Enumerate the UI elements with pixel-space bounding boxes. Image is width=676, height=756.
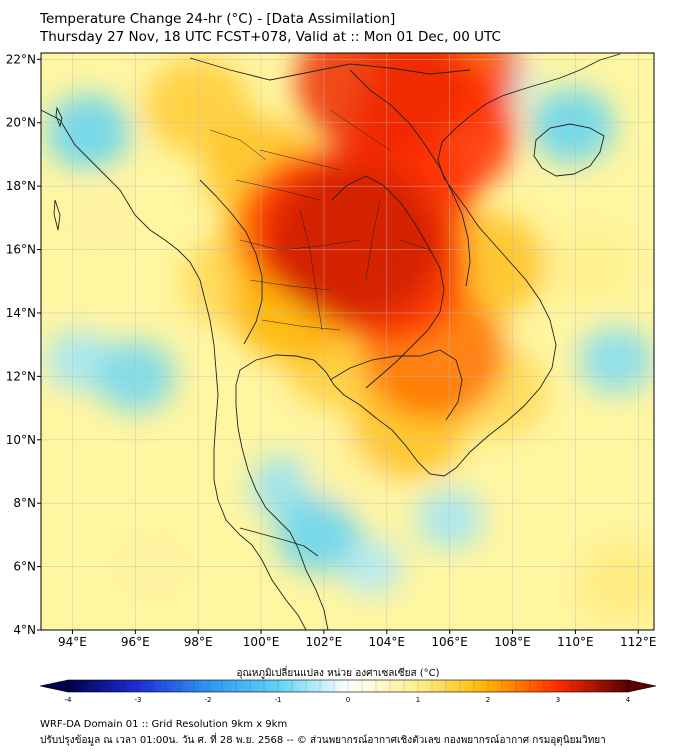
colorbar-tick-label: 4	[626, 696, 631, 704]
anomaly-cell	[301, 437, 378, 506]
border-myanmar-thailand	[199, 179, 263, 345]
map-subtitle: Thursday 27 Nov, 18 UTC FCST+078, Valid …	[40, 29, 501, 45]
anomaly-cell	[578, 326, 654, 395]
colorbar-tick-label: 3	[556, 696, 560, 704]
anomaly-cell	[275, 497, 360, 573]
lat-tick-label: 16°N	[6, 243, 36, 257]
coastline-gulf	[235, 53, 621, 630]
colorbar-tick-label: 0	[346, 696, 350, 704]
longitude-axis: 94°E 96°E 98°E 100°E 102°E 104°E 106°E 108°E 110…	[58, 630, 657, 649]
lat-tick-label: 20°N	[6, 116, 36, 130]
anomaly-cell	[65, 183, 142, 253]
coastline-mainland	[41, 109, 307, 630]
lat-tick-label: 18°N	[6, 179, 36, 193]
island-andaman	[53, 106, 63, 231]
border-china	[189, 57, 471, 81]
border-cambodia	[329, 349, 463, 421]
lat-tick-label: 6°N	[13, 560, 36, 574]
lon-tick-label: 104°E	[369, 635, 406, 649]
anomaly-cell	[530, 88, 615, 164]
lon-tick-label: 96°E	[121, 635, 150, 649]
map-title: Temperature Change 24-hr (°C) - [Data As…	[40, 11, 396, 27]
coastline-hainan	[533, 123, 605, 177]
latitude-axis: 4°N 6°N 8°N 10°N 12°N 14°N 16°N 18°N 20°N 22°N	[6, 52, 41, 637]
map-frame	[40, 52, 655, 631]
colorbar-min-extend	[39, 679, 69, 693]
anomaly-cell	[578, 542, 654, 623]
lat-tick-label: 8°N	[13, 496, 36, 510]
lon-tick-label: 94°E	[58, 635, 87, 649]
lon-tick-label: 108°E	[494, 635, 531, 649]
lat-tick-label: 4°N	[13, 623, 36, 637]
anomaly-cell	[267, 164, 444, 323]
lon-tick-label: 110°E	[557, 635, 594, 649]
lon-tick-label: 102°E	[306, 635, 343, 649]
colorbar-tick-label: -4	[65, 696, 73, 704]
lat-tick-label: 14°N	[6, 306, 36, 320]
lon-tick-label: 112°E	[620, 635, 657, 649]
lat-tick-label: 10°N	[6, 433, 36, 447]
colorbar-tick-label: -3	[135, 696, 142, 704]
coastlines-and-borders	[41, 53, 621, 630]
colorbar-max-extend	[627, 679, 657, 693]
colorbar-tick-label: -1	[275, 696, 282, 704]
model-info: WRF-DA Domain 01 :: Grid Resolution 9km …	[40, 719, 288, 730]
border-malaysia	[239, 527, 319, 557]
temperature-change-field	[44, 53, 654, 623]
lon-tick-label: 98°E	[184, 635, 213, 649]
anomaly-cell	[296, 53, 465, 158]
lon-tick-label: 106°E	[431, 635, 468, 649]
colorbar-tick-label: 2	[486, 696, 490, 704]
colorbar-tick-label: 1	[416, 696, 420, 704]
anomaly-cell	[549, 227, 634, 304]
lat-tick-label: 12°N	[6, 369, 36, 383]
update-credit: ปรับปรุงข้อมูล ณ เวลา 01:00น. วัน ศ. ที่…	[40, 735, 606, 746]
colorbar-label: อุณหภูมิเปลี่ยนแปลง หน่วย องศาเซลเซียส (…	[236, 668, 440, 679]
lon-tick-label: 100°E	[243, 635, 280, 649]
border-laos-vietnam	[349, 69, 471, 287]
anomaly-cell	[46, 94, 131, 171]
internal-boundaries	[209, 109, 431, 331]
colorbar: -4 -3 -2 -1 0 1 2 3 4	[39, 679, 657, 704]
colorbar-tick-label: -2	[205, 696, 212, 704]
lat-tick-label: 22°N	[6, 52, 36, 66]
border-thailand-laos	[331, 175, 445, 389]
graticule	[41, 53, 654, 630]
